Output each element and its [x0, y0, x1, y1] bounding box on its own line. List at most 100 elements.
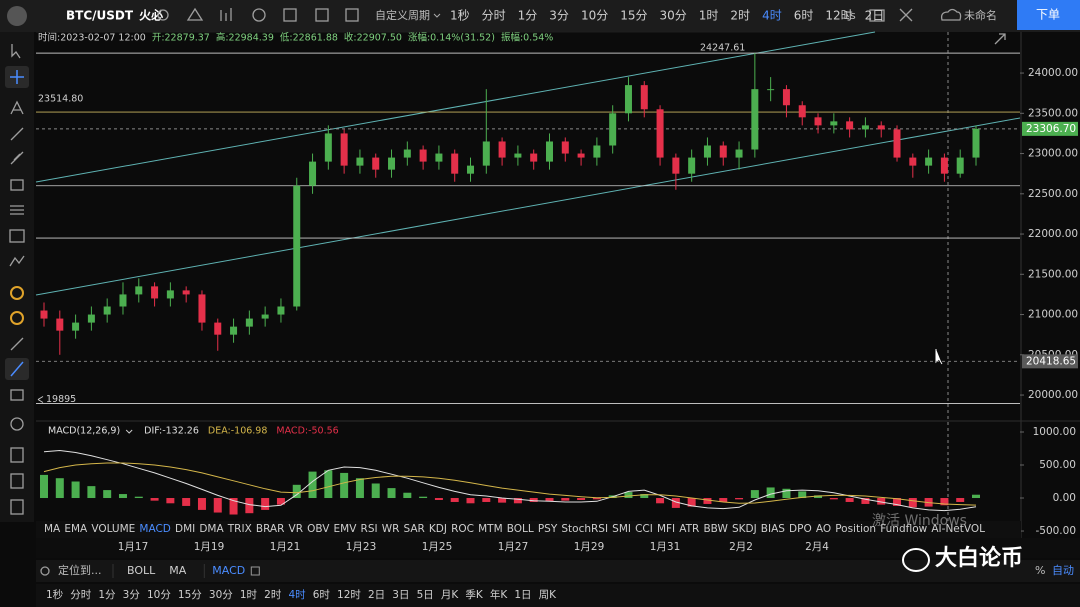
hide-tool[interactable]: [10, 417, 24, 431]
fib-tool[interactable]: [10, 205, 24, 215]
bottom-period[interactable]: 月K: [441, 589, 459, 601]
indicator-tab[interactable]: RSI: [361, 523, 378, 535]
indicator-tab[interactable]: MA: [44, 523, 61, 535]
indicator-tab[interactable]: Fundflow: [880, 523, 927, 535]
indicator-tab[interactable]: EMV: [334, 523, 358, 535]
period[interactable]: 1秒: [450, 9, 470, 23]
lock-all[interactable]: [10, 389, 24, 401]
indicator-tab[interactable]: DPO: [789, 523, 812, 535]
bottom-period[interactable]: 15分: [178, 589, 202, 601]
indicator-tab[interactable]: OBV: [307, 523, 330, 535]
pattern-tool[interactable]: [9, 255, 25, 267]
layout-icon[interactable]: [315, 8, 329, 22]
percent-toggle[interactable]: %: [1035, 564, 1045, 577]
period[interactable]: 2时: [730, 9, 750, 23]
indicator-tab[interactable]: VR: [289, 523, 303, 535]
cloud-icon[interactable]: [940, 8, 962, 21]
line-tool[interactable]: [10, 127, 24, 141]
indicator-tab[interactable]: BBW: [703, 523, 728, 535]
indicator-tab[interactable]: ATR: [679, 523, 699, 535]
period[interactable]: 1分: [518, 9, 538, 23]
exchange[interactable]: 火必: [139, 8, 163, 23]
bottom-period[interactable]: 3日: [392, 589, 409, 601]
ohlc-info[interactable]: 时间:2023-02-07 12:00: [38, 32, 146, 44]
indicator-tab[interactable]: ROC: [451, 523, 474, 535]
bottom-tab[interactable]: MACD: [212, 564, 245, 577]
locate-icon[interactable]: [40, 566, 50, 576]
indicator-tab[interactable]: PSY: [538, 523, 558, 535]
bottom-period[interactable]: 年K: [490, 588, 508, 601]
indicator-tab[interactable]: AI-NetVOL: [931, 523, 985, 535]
period[interactable]: 10分: [581, 9, 608, 23]
bottom-period[interactable]: 10分: [147, 589, 171, 601]
locate[interactable]: 定位到...: [58, 563, 102, 577]
bottom-tab[interactable]: BOLL: [127, 564, 156, 577]
indicator-tab[interactable]: CCI: [635, 523, 653, 535]
indicator-tab[interactable]: Position: [835, 523, 876, 535]
period[interactable]: 30分: [660, 9, 687, 23]
bottom-period[interactable]: 1日: [514, 589, 531, 601]
indicator-tab[interactable]: DMI: [175, 523, 195, 535]
shape-tool[interactable]: [10, 179, 24, 191]
bottom-period[interactable]: 分时: [70, 589, 91, 601]
search-icon[interactable]: [157, 9, 169, 21]
ruler-tool[interactable]: [10, 337, 24, 351]
bottom-period[interactable]: 2时: [264, 589, 282, 601]
indicator-tab[interactable]: SKDJ: [732, 523, 757, 535]
bottom-period[interactable]: 1时: [240, 589, 258, 601]
bottom-period[interactable]: 5日: [417, 589, 434, 601]
bottom-period[interactable]: 2日: [368, 589, 385, 601]
favorite-icon[interactable]: [186, 7, 204, 21]
bottom-period[interactable]: 4时: [288, 589, 306, 601]
indicator-tab[interactable]: SAR: [403, 523, 424, 535]
bottom-tab[interactable]: MA: [169, 564, 186, 577]
lock-tool[interactable]: [10, 311, 24, 325]
ohlc-info[interactable]: 振幅:0.54%: [501, 32, 553, 44]
order-button-label[interactable]: 下单: [1036, 8, 1060, 22]
crosshair-tool[interactable]: [10, 70, 24, 84]
bottom-period[interactable]: 30分: [209, 589, 233, 601]
indicator-tab[interactable]: DMA: [199, 523, 224, 535]
ohlc-info[interactable]: 高:22984.39: [216, 32, 274, 44]
period[interactable]: 6时: [794, 9, 814, 23]
indicator-tab[interactable]: VOLUME: [91, 523, 135, 535]
ohlc-info[interactable]: 开:22879.37: [152, 33, 210, 44]
split-icon[interactable]: [345, 8, 359, 22]
expand-icon[interactable]: [994, 33, 1006, 45]
camera-icon[interactable]: [869, 9, 885, 22]
period[interactable]: 2日: [865, 9, 885, 23]
indicator-tab[interactable]: AO: [816, 523, 831, 535]
pen-tool[interactable]: [10, 151, 24, 165]
indicator-tab[interactable]: MACD: [139, 523, 170, 535]
favorite-tools[interactable]: [10, 473, 24, 489]
order-button[interactable]: [1017, 0, 1080, 30]
period[interactable]: 1时: [699, 9, 719, 23]
indicator-tab[interactable]: TRIX: [227, 523, 252, 535]
interval[interactable]: 1s: [843, 9, 856, 22]
bottom-period[interactable]: 1分: [98, 589, 116, 601]
indicator-tab[interactable]: MTM: [478, 523, 503, 535]
bottom-period[interactable]: 3分: [123, 589, 141, 601]
magnet-tool[interactable]: [10, 286, 24, 300]
bottom-period[interactable]: 周K: [539, 589, 557, 601]
layout-name[interactable]: 未命名: [964, 8, 997, 22]
period[interactable]: 15分: [620, 9, 647, 23]
object-tree[interactable]: [10, 447, 24, 463]
indicator-tab[interactable]: BRAR: [256, 523, 285, 535]
period[interactable]: 分时: [482, 9, 506, 23]
settings-icon[interactable]: [252, 8, 266, 22]
period[interactable]: 3分: [549, 9, 569, 23]
indicator-tab[interactable]: BIAS: [761, 523, 785, 535]
bottom-period[interactable]: 6时: [313, 589, 331, 601]
indicator-tab[interactable]: SMI: [612, 523, 631, 535]
custom-period[interactable]: 自定义周期: [375, 8, 430, 22]
cursor-tool[interactable]: [11, 44, 21, 59]
indicator-tab[interactable]: EMA: [64, 523, 88, 535]
text-tool[interactable]: [10, 100, 24, 115]
period[interactable]: 4时: [762, 9, 782, 23]
bottom-period[interactable]: 季K: [465, 589, 483, 601]
indicator-icon[interactable]: [220, 8, 232, 21]
ohlc-info[interactable]: 收:22907.50: [344, 32, 402, 44]
template-icon[interactable]: [283, 8, 297, 22]
symbol[interactable]: BTC/USDT: [66, 9, 134, 23]
